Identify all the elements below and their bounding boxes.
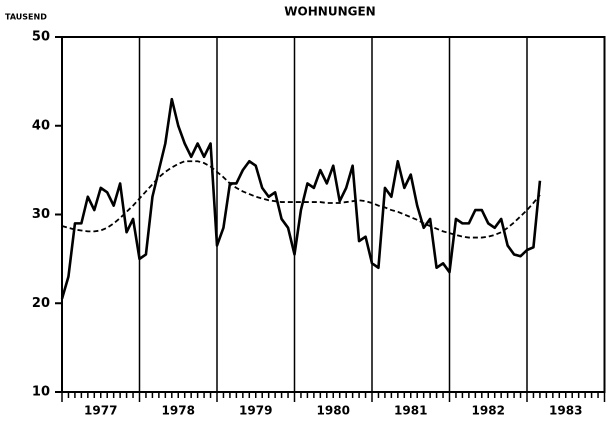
x-tick-label: 1980 xyxy=(317,404,350,418)
y-tick-label: 40 xyxy=(32,118,50,133)
trend-line xyxy=(61,160,541,239)
x-tick-label: 1979 xyxy=(239,404,272,418)
y-tick-label: 20 xyxy=(32,296,50,311)
data-line xyxy=(60,97,542,300)
x-tick-label: 1978 xyxy=(162,404,195,418)
y-axis-label: TAUSEND xyxy=(5,13,47,22)
x-tick-label: 1977 xyxy=(84,404,117,418)
chart-title: WOHNUNGEN xyxy=(284,5,375,19)
x-tick-label: 1981 xyxy=(394,404,427,418)
x-tick-label: 1982 xyxy=(472,404,505,418)
x-tick-label: 1983 xyxy=(549,404,582,418)
y-tick-label: 10 xyxy=(32,385,50,400)
y-tick-label: 30 xyxy=(32,207,50,222)
y-tick-label: 50 xyxy=(32,30,50,45)
